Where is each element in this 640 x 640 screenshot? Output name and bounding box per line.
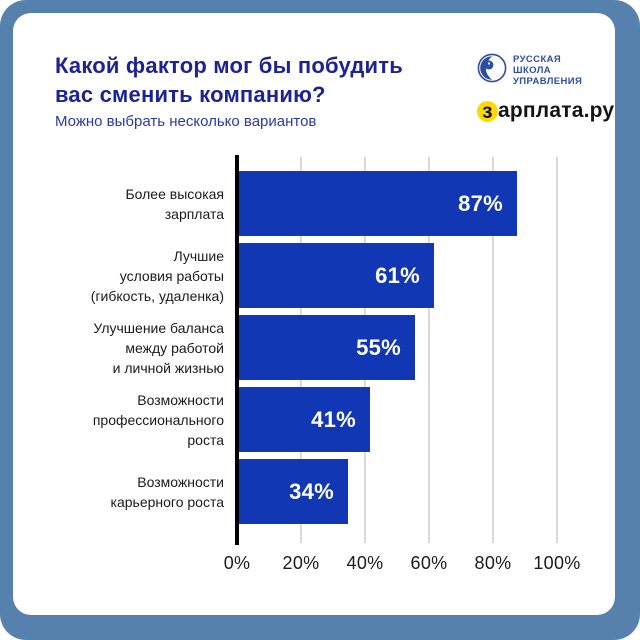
rsu-text-line1: РУССКАЯ xyxy=(513,54,562,65)
category-label: Возможности карьерного роста xyxy=(54,472,224,512)
page-title-line2: вас сменить компанию? xyxy=(55,82,326,107)
page-subtitle: Можно выбрать несколько вариантов xyxy=(55,113,317,130)
bar-value-label: 87% xyxy=(458,190,503,216)
gridline xyxy=(428,157,430,543)
zarplata-logo-text: арплата.ру xyxy=(498,99,615,122)
y-axis-line xyxy=(235,155,239,545)
category-label-line: зарплата xyxy=(164,205,224,222)
rsu-text-line3: УПРАВЛЕНИЯ xyxy=(513,76,583,87)
x-tick-label: 40% xyxy=(346,553,384,573)
page-title-line1: Какой фактор мог бы побудить xyxy=(55,53,403,78)
x-tick-label: 100% xyxy=(533,553,581,573)
rsu-text-line2: ШКОЛА xyxy=(513,65,552,76)
bar-value-label: 41% xyxy=(311,406,356,432)
bar-value-label: 55% xyxy=(356,334,401,360)
rsu-logo-text: РУССКАЯ ШКОЛА УПРАВЛЕНИЯ xyxy=(513,54,582,87)
category-label-line: профессионального xyxy=(92,411,224,428)
category-label: Возможности профессионального роста xyxy=(54,390,224,450)
category-label: Улучшение баланса между работой и личной ж… xyxy=(54,318,224,378)
bar: 41% xyxy=(239,387,370,452)
zarplata-logo: з арплата.ру xyxy=(477,99,614,123)
x-tick-label: 80% xyxy=(474,553,512,573)
category-label-line: (гибкость, удаленка) xyxy=(90,287,224,304)
page-title: Какой фактор мог бы побудить вас сменить… xyxy=(55,51,403,109)
gridline xyxy=(492,157,494,543)
rsu-logo-icon xyxy=(477,53,507,88)
category-label-line: Возможности xyxy=(137,391,224,408)
x-tick-label: 20% xyxy=(282,553,320,573)
rsu-logo: РУССКАЯ ШКОЛА УПРАВЛЕНИЯ xyxy=(477,53,582,88)
category-label-line: карьерного роста xyxy=(110,493,224,510)
category-label-line: Более высокая xyxy=(125,185,224,202)
bar: 87% xyxy=(239,171,517,236)
bar-chart: 0% 20% 40% 60% 80% 100% 87% Более высокая зарпла… xyxy=(13,13,615,615)
category-label-line: Улучшение баланса xyxy=(93,319,224,336)
infographic-card: Какой фактор мог бы побудить вас сменить… xyxy=(13,13,615,615)
category-label-line: и личной жизнью xyxy=(112,359,224,376)
zarplata-accent-letter: з xyxy=(477,100,498,122)
bar-value-label: 61% xyxy=(375,262,420,288)
x-tick-label: 60% xyxy=(410,553,448,573)
gridline xyxy=(556,157,558,543)
bar: 55% xyxy=(239,315,415,380)
category-label-line: Возможности xyxy=(137,473,224,490)
bar: 61% xyxy=(239,243,434,308)
bar-value-label: 34% xyxy=(289,478,334,504)
category-label: Лучшие условия работы (гибкость, удаленка) xyxy=(54,246,224,306)
category-label-line: Лучшие xyxy=(173,247,224,264)
category-label: Более высокая зарплата xyxy=(54,184,224,224)
bar: 34% xyxy=(239,459,348,524)
x-tick-label: 0% xyxy=(223,553,251,573)
category-label-line: условия работы xyxy=(119,267,224,284)
category-label-line: между работой xyxy=(125,339,224,356)
category-label-line: роста xyxy=(187,431,224,448)
